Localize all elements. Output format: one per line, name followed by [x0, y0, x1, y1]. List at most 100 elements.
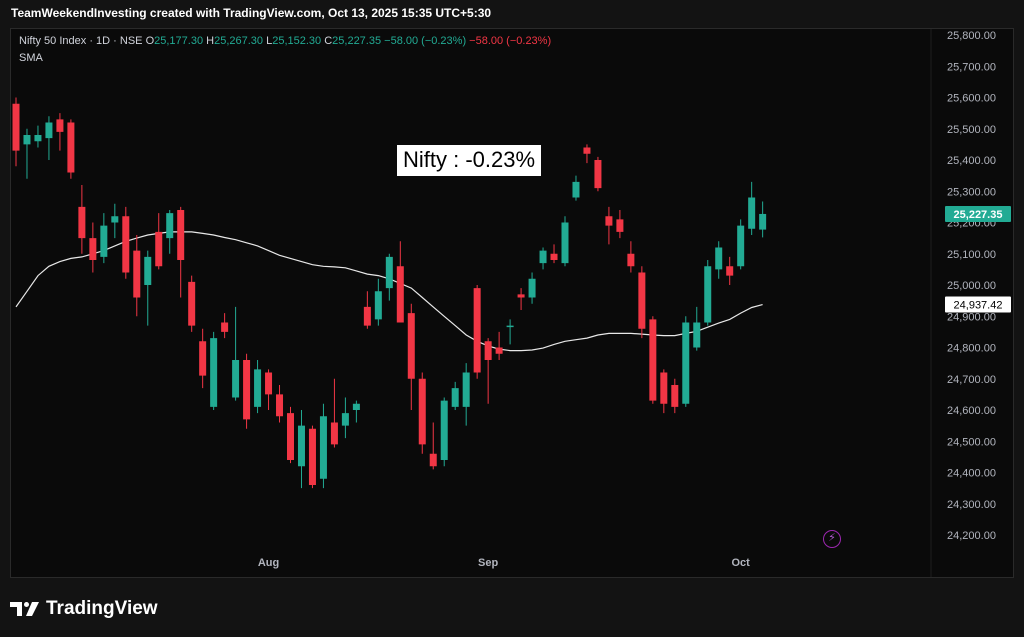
candle-body [352, 403, 360, 410]
candle-body [594, 160, 602, 189]
candle-body [122, 216, 130, 273]
y-tick-label: 25,700.00 [947, 61, 996, 73]
candle-body [78, 206, 86, 239]
candle-body [495, 347, 503, 354]
candle-body [627, 253, 635, 267]
sma-indicator-label[interactable]: SMA [19, 52, 43, 64]
tradingview-brand-text: TradingView [46, 598, 158, 619]
candlestick-chart[interactable]: 25,800.00 25,700.00 25,600.00 25,500.00 25,4… [11, 29, 1013, 577]
candle-body [385, 256, 393, 289]
annotation-text[interactable]: Nifty : -0.23% [397, 145, 542, 176]
candle-body [517, 294, 525, 298]
candle-body [155, 231, 163, 267]
candle-body [748, 197, 756, 229]
candle-body [297, 425, 305, 467]
high-value: 25,267.30 [214, 35, 264, 47]
candle-body [473, 288, 481, 373]
candle-body [726, 266, 734, 276]
x-tick-label: Oct [732, 557, 751, 569]
candle-body [704, 266, 712, 323]
ohlc-legend: Nifty 50 Index · 1D · NSE O25,177.30 H25… [19, 35, 551, 47]
last-price-label: 25,227.35 [954, 209, 1003, 221]
candle-body [682, 322, 690, 404]
candle-body [583, 147, 591, 154]
y-tick-label: 24,500.00 [947, 436, 996, 448]
y-tick-label: 24,600.00 [947, 405, 996, 417]
candle-body [440, 400, 448, 460]
candle-body [199, 341, 207, 376]
candle-body [265, 372, 273, 395]
candle-body [319, 416, 327, 479]
candle-body [45, 122, 53, 139]
candle-body [133, 250, 141, 298]
candle-body [638, 272, 646, 329]
candle-body [572, 181, 580, 198]
candle-body [276, 394, 284, 417]
candle-body [462, 372, 470, 407]
candle-body [605, 216, 613, 226]
candle-body [484, 341, 492, 360]
candle-body [671, 385, 679, 407]
candle-body [67, 122, 75, 173]
open-value: 25,177.30 [154, 35, 204, 47]
candle-body [363, 306, 371, 326]
candle-body [111, 216, 119, 223]
candle-body [737, 225, 745, 267]
candle-body [649, 319, 657, 401]
sma-price-label: 24,937.42 [954, 300, 1003, 312]
x-tick-label: Aug [258, 557, 279, 569]
chart-panel[interactable]: 25,800.00 25,700.00 25,600.00 25,500.00 25,4… [10, 28, 1014, 578]
candle-body [188, 281, 196, 326]
high-label: H [206, 35, 215, 47]
candle-body [550, 253, 558, 260]
chart-caption: TeamWeekendInvesting created with Tradin… [11, 6, 492, 20]
candle-body [23, 135, 31, 145]
candle-body [506, 325, 514, 328]
candle-body [407, 313, 415, 379]
y-tick-label: 25,600.00 [947, 93, 996, 105]
candle-body [221, 322, 229, 332]
candle-body [254, 369, 262, 407]
lightning-icon[interactable]: ⚡ [823, 530, 841, 548]
candle-body [166, 213, 174, 239]
y-tick-label: 24,200.00 [947, 530, 996, 542]
candle-body [341, 413, 349, 426]
candle-body [210, 338, 218, 407]
close-label: C [324, 35, 333, 47]
candle-body [418, 378, 426, 445]
footer [0, 578, 1024, 637]
y-tick-label: 25,400.00 [947, 155, 996, 167]
candle-body [100, 225, 108, 257]
tradingview-logo[interactable]: TradingView [10, 596, 158, 622]
candle-body [561, 222, 569, 264]
change-value-2: −58.00 (−0.23%) [469, 35, 552, 47]
candle-body [56, 119, 64, 132]
close-value: 25,227.35 [332, 35, 382, 47]
candle-body [528, 278, 536, 298]
tradingview-logo-icon [10, 602, 39, 616]
top-caption-bar: TeamWeekendInvesting created with Tradin… [0, 0, 1024, 28]
y-tick-label: 25,500.00 [947, 124, 996, 136]
symbol-label[interactable]: Nifty 50 Index · 1D · NSE [19, 35, 143, 47]
open-label: O [145, 35, 155, 47]
candle-body [308, 428, 316, 485]
y-tick-label: 25,800.00 [947, 30, 996, 42]
candle-body [429, 453, 437, 467]
candle-body [177, 210, 185, 260]
candle-body [693, 322, 701, 348]
y-tick-label: 25,300.00 [947, 186, 996, 198]
y-tick-label: 24,300.00 [947, 499, 996, 511]
candle-body [451, 388, 459, 407]
y-tick-label: 24,900.00 [947, 311, 996, 323]
candle-body [396, 266, 404, 323]
y-tick-label: 24,800.00 [947, 343, 996, 355]
y-tick-label: 24,700.00 [947, 374, 996, 386]
y-tick-label: 25,100.00 [947, 249, 996, 261]
low-value: 25,152.30 [272, 35, 322, 47]
last-price-tag [945, 205, 1011, 222]
y-tick-label: 25,000.00 [947, 280, 996, 292]
candle-body [330, 422, 338, 445]
candle-body [89, 238, 97, 260]
candle-body [232, 360, 240, 398]
candle-body [287, 413, 294, 460]
